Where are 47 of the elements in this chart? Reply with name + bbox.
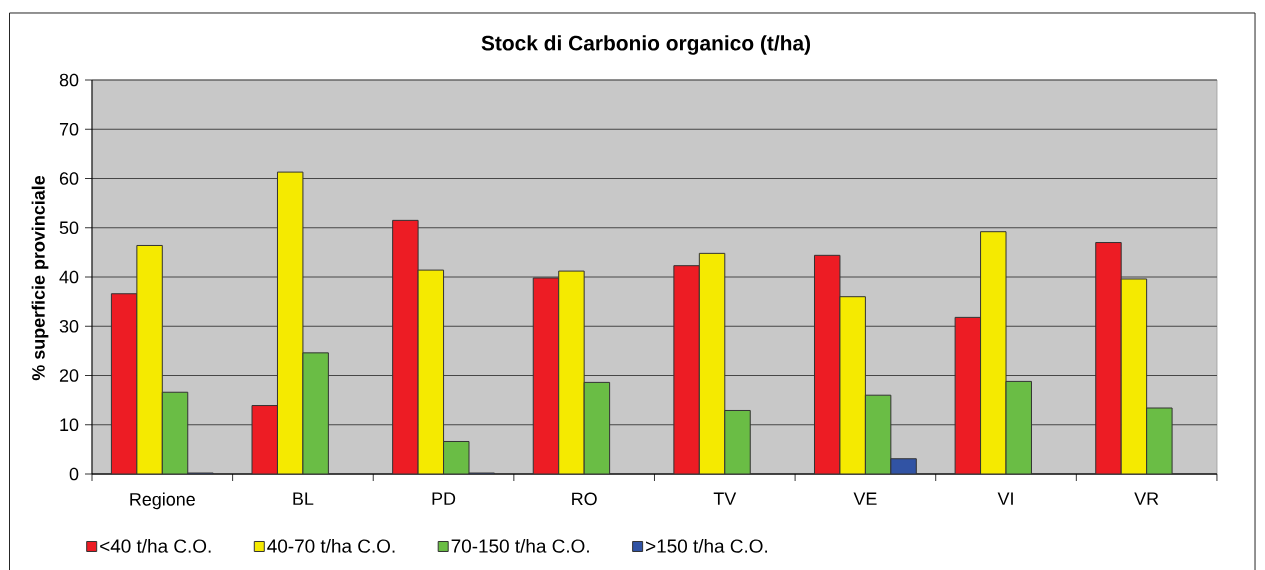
- y-tick-label: 10: [60, 418, 79, 432]
- bar: [864, 394, 892, 474]
- bar: [583, 381, 611, 474]
- bar: [417, 269, 445, 474]
- legend-label: 40-70 t/ha C.O.: [267, 538, 395, 553]
- bar: [1120, 278, 1148, 474]
- y-tick-label: 70: [59, 122, 79, 136]
- legend-label: <40 t/ha C.O.: [100, 538, 211, 553]
- bar: [1146, 407, 1173, 474]
- x-tick-label: RO: [572, 492, 597, 506]
- y-tick-label: 20: [59, 369, 79, 382]
- bar: [443, 441, 470, 474]
- chart-title: Stock di Carbonio organico (t/ha): [481, 35, 811, 55]
- bar: [161, 391, 189, 474]
- bar: [980, 231, 1007, 474]
- bar: [1095, 242, 1122, 474]
- bar: [276, 171, 304, 474]
- y-tick-label: 60: [59, 172, 79, 185]
- x-tick-label: TV: [713, 492, 737, 505]
- bar: [558, 270, 585, 474]
- bar: [110, 293, 138, 474]
- bar: [814, 254, 841, 474]
- bar: [954, 316, 982, 474]
- x-tick-label: PD: [432, 492, 456, 505]
- bar: [532, 277, 560, 474]
- y-tick-label: 40: [59, 270, 79, 284]
- legend-label: >150 t/ha C.O.: [646, 538, 768, 553]
- bar: [392, 219, 419, 474]
- bar: [724, 409, 751, 474]
- y-tick-label: 80: [59, 73, 79, 87]
- x-tick-label: VI: [997, 492, 1013, 505]
- x-tick-label: Regione: [130, 492, 195, 510]
- y-tick-label: 50: [59, 221, 79, 235]
- bar: [1005, 380, 1032, 474]
- y-tick-label: 30: [59, 319, 79, 333]
- bar: [302, 352, 329, 474]
- x-tick-label: BL: [293, 492, 314, 505]
- bar: [839, 296, 866, 474]
- x-tick-label: VR: [1134, 492, 1159, 505]
- x-tick-label: VE: [853, 492, 877, 505]
- y-tick-label: 0: [69, 467, 79, 481]
- bar: [251, 405, 278, 474]
- legend-label: 70-150 t/ha C.O.: [451, 538, 589, 553]
- y-axis-title: % superficie provinciale: [31, 175, 49, 381]
- bar: [673, 265, 700, 474]
- bar: [136, 244, 163, 474]
- bar: [698, 252, 726, 474]
